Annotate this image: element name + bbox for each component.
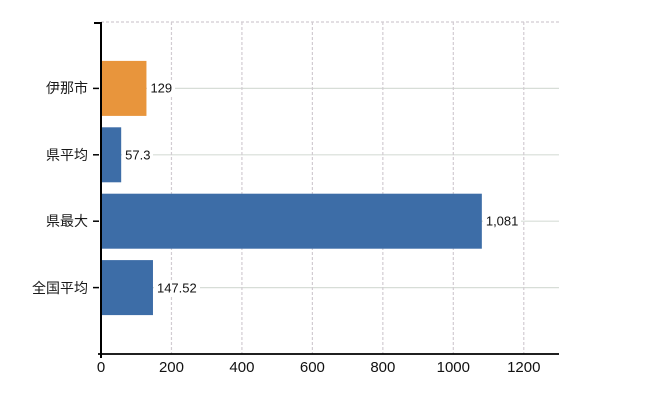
- category-label-1: 県平均: [46, 146, 88, 163]
- x-axis-tick-label-6: 1200: [507, 359, 541, 376]
- category-label-0: 伊那市: [46, 80, 88, 97]
- x-axis-tick-label-5: 1000: [436, 359, 470, 376]
- value-label-0: 129: [147, 80, 176, 96]
- value-label-1: 57.3: [122, 147, 154, 163]
- x-axis-tick-label-2: 400: [229, 359, 255, 376]
- category-label-2: 県最大: [46, 213, 88, 230]
- category-label-3: 全国平均: [32, 279, 88, 296]
- x-axis-tick-label-0: 0: [96, 359, 106, 376]
- x-axis-tick-label-4: 800: [370, 359, 396, 376]
- bar-2: [101, 193, 482, 249]
- bar-1: [101, 127, 122, 183]
- x-axis-tick-label-3: 600: [299, 359, 325, 376]
- bar-3: [101, 260, 153, 316]
- bar-0: [101, 60, 147, 116]
- x-axis-tick-label-1: 200: [158, 359, 184, 376]
- value-label-3: 147.52: [153, 280, 200, 296]
- value-label-2: 1,081: [482, 213, 522, 229]
